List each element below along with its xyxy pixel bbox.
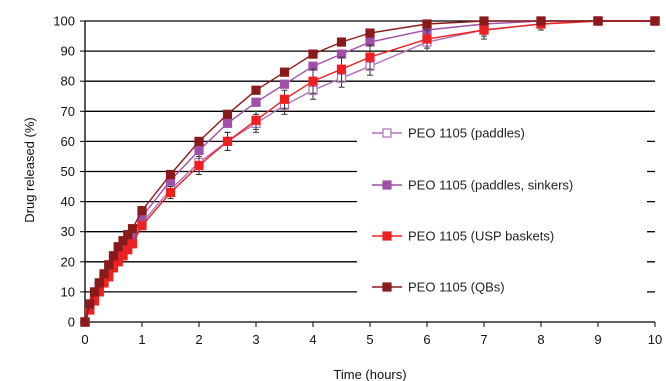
data-point xyxy=(536,16,546,26)
legend-swatch-marker xyxy=(382,231,392,241)
data-point xyxy=(89,287,100,297)
data-point xyxy=(118,251,128,261)
axes xyxy=(80,20,656,327)
data-point xyxy=(650,16,660,26)
legend-swatch-marker xyxy=(382,180,392,190)
data-point xyxy=(123,245,133,255)
data-point xyxy=(127,224,138,234)
data-point xyxy=(308,76,318,86)
data-point xyxy=(99,269,109,279)
data-point xyxy=(336,64,347,74)
x-tick-label-8: 8 xyxy=(537,332,544,347)
x-tick-label-6: 6 xyxy=(423,332,430,347)
x-tick-label-5: 5 xyxy=(366,332,373,347)
data-point xyxy=(279,79,290,89)
legend-background xyxy=(357,112,647,304)
x-tick-label-1: 1 xyxy=(138,332,145,347)
data-point xyxy=(165,187,176,198)
data-point xyxy=(479,16,489,26)
x-tick-label-10: 10 xyxy=(648,332,662,347)
y-tick-label-60: 60 xyxy=(61,134,75,149)
data-point xyxy=(137,221,147,231)
y-tick-label-40: 40 xyxy=(61,194,75,209)
y-tick-label-50: 50 xyxy=(61,164,75,179)
data-point xyxy=(251,85,261,95)
x-tick-label-9: 9 xyxy=(594,332,601,347)
data-point xyxy=(593,16,603,26)
y-tick-label-100: 100 xyxy=(53,14,75,29)
data-point xyxy=(336,37,347,47)
data-point xyxy=(365,52,375,62)
y-tick-label-80: 80 xyxy=(61,74,75,89)
tick-labels: 0 10 20 30 40 50 60 70 80 90 100 0 1 2 3 4 5 6 7 8 9 10 xyxy=(53,14,662,348)
x-tick-label-7: 7 xyxy=(480,332,487,347)
data-point xyxy=(113,257,123,267)
data-point xyxy=(194,136,204,146)
series-layer xyxy=(80,16,660,327)
y-tick-label-0: 0 xyxy=(68,315,75,330)
legend-entry-2: PEO 1105 (paddles, sinkers) xyxy=(408,178,573,193)
data-point xyxy=(85,299,95,309)
data-point xyxy=(165,169,176,180)
data-point xyxy=(222,136,233,146)
data-point xyxy=(222,118,233,128)
y-tick-label-30: 30 xyxy=(61,224,75,239)
legend-swatch-marker xyxy=(382,128,392,138)
data-point xyxy=(104,260,114,270)
x-tick-label-2: 2 xyxy=(195,332,202,347)
data-point xyxy=(123,230,133,240)
data-point xyxy=(94,278,104,288)
data-point xyxy=(194,160,204,171)
y-tick-label-70: 70 xyxy=(61,104,75,119)
x-tick-label-4: 4 xyxy=(309,332,316,347)
y-tick-label-20: 20 xyxy=(61,254,75,269)
data-point xyxy=(479,25,489,35)
data-point xyxy=(308,49,318,59)
x-tick-label-0: 0 xyxy=(81,332,88,347)
data-point xyxy=(127,239,138,249)
data-point xyxy=(279,94,290,104)
y-tick-label-90: 90 xyxy=(61,44,75,59)
data-point xyxy=(108,251,119,261)
x-tick-label-3: 3 xyxy=(252,332,259,347)
y-tick-label-10: 10 xyxy=(61,284,75,299)
series-4 xyxy=(80,16,660,327)
data-point xyxy=(194,145,204,156)
data-point xyxy=(80,317,90,327)
data-point xyxy=(137,206,147,216)
legend: PEO 1105 (paddles) PEO 1105 (paddles, sin… xyxy=(357,112,647,304)
legend-entry-1: PEO 1105 (paddles) xyxy=(408,126,525,141)
data-point xyxy=(251,97,261,107)
data-point xyxy=(222,109,233,119)
data-point xyxy=(365,28,375,38)
x-axis-label: Time (hours) xyxy=(333,367,406,381)
data-point xyxy=(118,236,128,246)
data-point xyxy=(251,115,261,125)
data-point xyxy=(279,67,290,77)
legend-swatch-marker xyxy=(382,282,392,292)
data-point xyxy=(422,34,432,44)
legend-entry-4: PEO 1105 (QBs) xyxy=(408,280,505,295)
y-axis-label: Drug released (%) xyxy=(22,117,37,223)
data-point xyxy=(113,242,123,252)
legend-entry-3: PEO 1105 (USP baskets) xyxy=(408,229,554,244)
data-point xyxy=(422,19,432,29)
